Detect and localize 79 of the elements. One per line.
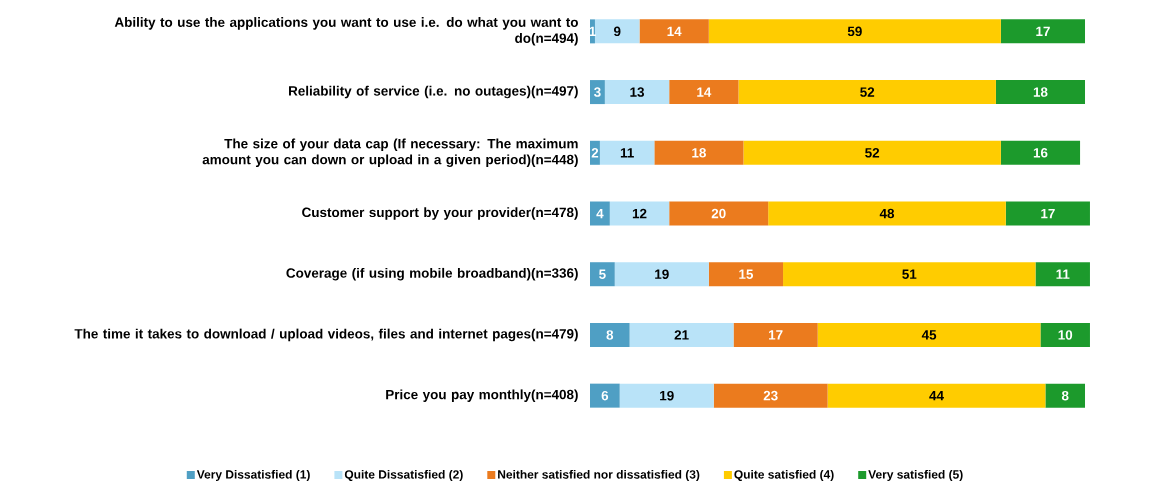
y-tick-label: Ability to use the applications you want to use i.e. do what you want to do(n=494)	[114, 17, 578, 46]
legend-label: Neither satisfied nor dissatisfied (3)	[498, 469, 700, 482]
bar	[639, 19, 709, 44]
bar	[669, 80, 739, 105]
bar	[713, 383, 828, 408]
data-label: 14	[667, 26, 682, 36]
data-label: 17	[1036, 26, 1050, 36]
data-label: 23	[763, 390, 778, 401]
y-tick-label: The time it takes to download / upload videos, files and internet pages(n=479)	[74, 328, 578, 342]
bar	[1000, 19, 1086, 44]
bar	[708, 262, 784, 287]
data-label: 16	[1033, 148, 1048, 158]
data-label: 6	[601, 390, 609, 401]
bar	[827, 383, 1046, 408]
data-label: 8	[1061, 390, 1069, 401]
y-tick-label: Coverage (if using mobile broadband)(n=336)	[286, 267, 578, 281]
data-label: 14	[697, 87, 712, 97]
data-label: 20	[711, 208, 726, 219]
bar	[1045, 383, 1086, 408]
data-label: 48	[879, 208, 895, 219]
bar	[599, 140, 655, 165]
bar	[590, 322, 630, 347]
data-label: 2	[591, 148, 599, 158]
data-label: 11	[1056, 269, 1070, 279]
bar	[614, 262, 709, 287]
y-tick-label: The size of your data cap (If necessary: The maximum amount you can down or upload in a given period)(n=448)	[202, 138, 578, 168]
bar	[1035, 262, 1090, 287]
bar	[654, 140, 744, 165]
data-label: 10	[1058, 330, 1073, 340]
data-label: 21	[674, 330, 689, 340]
legend-label: Quite satisfied (4)	[734, 469, 834, 482]
bar	[590, 383, 620, 408]
bar	[768, 201, 1006, 226]
data-label: 12	[632, 208, 647, 219]
data-label: 17	[1041, 208, 1055, 219]
bar	[590, 262, 615, 287]
bar	[619, 383, 714, 408]
bar	[817, 322, 1041, 347]
data-label: 19	[655, 269, 669, 279]
bar	[609, 201, 670, 226]
data-label: 52	[860, 87, 875, 97]
bar	[738, 80, 996, 105]
bar	[708, 19, 1001, 44]
bar	[995, 80, 1086, 105]
legend-label: Very satisfied (5)	[868, 469, 963, 482]
data-label: 18	[692, 148, 706, 158]
bar	[733, 322, 818, 347]
data-label: 5	[599, 269, 606, 279]
bar	[590, 80, 605, 105]
data-label: 13	[630, 87, 645, 97]
data-label: 18	[1033, 87, 1048, 97]
y-tick-label: Price you pay monthly(n=408)	[386, 389, 578, 402]
bar	[629, 322, 734, 347]
y-tick-label: Reliability of service (i.e. no outages)(n=497)	[289, 85, 578, 99]
data-label: 4	[596, 208, 604, 219]
bar	[743, 140, 1001, 165]
bar	[1040, 322, 1090, 347]
legend-label: Quite Dissatisfied (2)	[344, 469, 463, 482]
data-label: 45	[921, 330, 937, 340]
data-label: 17	[769, 330, 783, 340]
legend-label: Very Dissatisfied (1)	[196, 469, 310, 482]
data-label: 44	[929, 391, 944, 401]
data-label: 51	[902, 269, 917, 279]
bar	[594, 19, 640, 44]
data-label: 19	[660, 390, 674, 401]
data-label: 9	[613, 26, 621, 37]
data-label: 3	[594, 87, 601, 97]
bar	[783, 262, 1036, 287]
data-label: 52	[865, 148, 880, 158]
data-label: 8	[606, 330, 614, 340]
bar	[1005, 201, 1090, 226]
bar	[604, 80, 670, 105]
y-tick-label: Customer support by your provider(n=478)	[302, 207, 578, 220]
bar	[669, 201, 769, 226]
bar	[1000, 140, 1081, 165]
bar	[590, 201, 610, 226]
data-label: 15	[739, 269, 754, 279]
data-label: 59	[847, 26, 862, 37]
data-label: 11	[620, 148, 634, 158]
